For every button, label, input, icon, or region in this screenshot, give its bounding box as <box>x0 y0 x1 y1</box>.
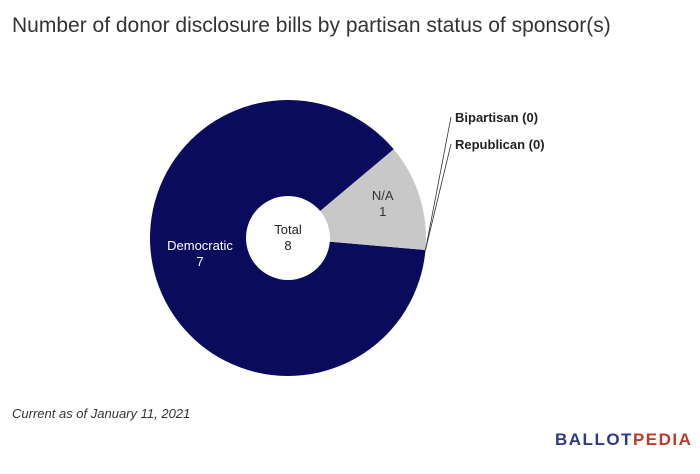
callout-label-bipartisan: Bipartisan (0) <box>455 110 538 125</box>
slice-value-democratic: 7 <box>196 254 203 269</box>
callout-label-republican: Republican (0) <box>455 137 545 152</box>
current-as-of-note: Current as of January 11, 2021 <box>12 406 191 421</box>
chart-title: Number of donor disclosure bills by part… <box>12 14 611 37</box>
donut-hole <box>246 196 330 280</box>
center-total-label: Total <box>274 222 302 237</box>
brand-part-1: BALLOT <box>555 430 633 449</box>
callout-line-bipartisan <box>425 116 452 251</box>
ballotpedia-logo: BALLOTPEDIA <box>555 430 692 450</box>
center-total-value: 8 <box>284 238 291 253</box>
slice-value-n-a: 1 <box>379 204 386 219</box>
slice-label-n-a: N/A <box>372 188 394 203</box>
callouts-group: Bipartisan (0) Republican (0) <box>425 110 545 251</box>
slice-label-democratic: Democratic <box>167 238 233 253</box>
callout-line-republican <box>425 143 452 251</box>
brand-part-2: PEDIA <box>632 430 693 449</box>
